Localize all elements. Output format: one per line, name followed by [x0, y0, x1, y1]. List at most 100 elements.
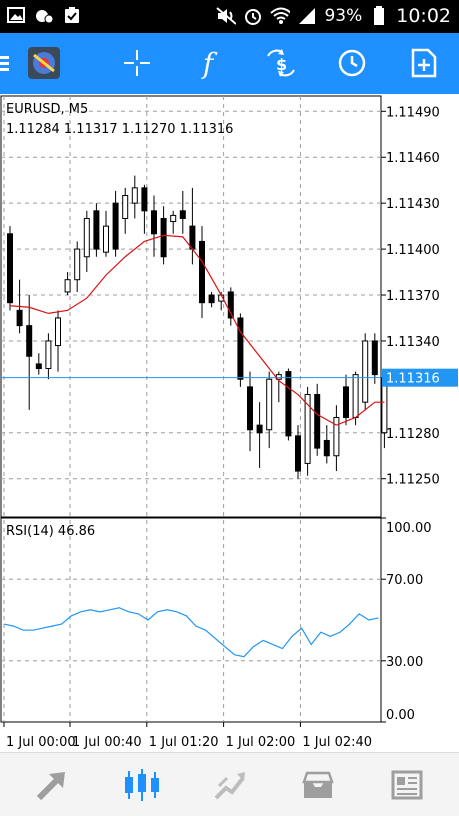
rsi-label: RSI(14) 46.86: [6, 524, 95, 539]
candle: [35, 353, 42, 375]
candle-body-bull: [55, 317, 61, 347]
candle-body-bear: [247, 386, 253, 431]
ohlc-label: 1.11284 1.11317 1.11270 1.11316: [6, 122, 233, 137]
axes: 1.11490 1.11460 1.11430 1.11400 1.11370 1.113…: [3, 105, 458, 750]
candle: [55, 310, 61, 372]
candle-body-bull: [362, 340, 369, 403]
candle: [131, 175, 138, 219]
candle-body-bear: [35, 363, 42, 370]
bottom-nav: [0, 752, 459, 816]
rsi-tick-label: 100.00: [386, 521, 432, 536]
candle-body-bear: [237, 317, 244, 380]
candle-body-bull: [83, 217, 90, 258]
candle-body-bear: [16, 309, 23, 327]
candle: [45, 333, 52, 380]
history-icon[interactable]: [210, 765, 250, 805]
candle-body-bear: [343, 386, 349, 418]
candle: [189, 187, 196, 265]
candle: [275, 371, 282, 403]
news-icon[interactable]: [386, 765, 426, 805]
mute-icon: [216, 7, 237, 25]
menu-icon[interactable]: [0, 41, 18, 85]
candle-body-bear: [189, 225, 196, 250]
candle-body-bull: [103, 225, 109, 253]
candle-body-bear: [323, 439, 330, 457]
symbol-label: EURUSD, M5: [6, 102, 88, 117]
candle-body-bear: [93, 210, 100, 250]
rsi-tick-label: 30.00: [386, 655, 423, 670]
candle: [199, 226, 205, 318]
rsi-tick-label: 70.00: [386, 573, 423, 588]
candle-body-bull: [352, 374, 359, 418]
candle-body-bull: [170, 214, 177, 223]
candle-body-bull: [131, 187, 138, 204]
price-candles: [1, 175, 388, 479]
candle: [208, 291, 215, 308]
candle-body-bull: [122, 195, 129, 219]
candle: [26, 295, 33, 410]
candle: [74, 241, 81, 292]
candle-body-bear: [208, 294, 215, 304]
time-label: 1 Jul 00:40: [72, 735, 142, 750]
timeframe-icon[interactable]: [330, 41, 374, 85]
grid: [0, 95, 382, 723]
svg-text:$: $: [276, 55, 287, 74]
candle: [371, 333, 378, 384]
candle: [333, 405, 340, 472]
time-label: 1 Jul 02:40: [302, 735, 372, 750]
clipboard-icon: [62, 6, 82, 24]
gallery-icon: [6, 6, 26, 24]
candle: [237, 313, 244, 387]
moving-average-line: [9, 234, 385, 426]
candle: [247, 371, 253, 452]
price-tick-label: 1.11280: [386, 427, 440, 442]
candle: [343, 374, 349, 426]
candle-body-bear: [112, 202, 119, 250]
indicators-glyph: f: [202, 46, 214, 80]
price-tick-label: 1.11460: [386, 151, 440, 166]
candle-body-bull: [45, 340, 52, 370]
signal-icon: [297, 7, 317, 25]
new-order-icon[interactable]: [402, 41, 446, 85]
rsi-pane-border: [0, 517, 382, 723]
chart-icon[interactable]: [122, 765, 162, 805]
chart-svg[interactable]: 1.11490 1.11460 1.11430 1.11400 1.11370 1.113…: [0, 94, 459, 752]
candle-body-bull: [333, 416, 340, 457]
symbols-icon[interactable]: $: [259, 41, 303, 85]
price-pane-border: [0, 95, 382, 518]
app-logo-icon[interactable]: [22, 41, 66, 85]
candle-body-bear: [256, 424, 263, 434]
candle-body-bull: [74, 248, 81, 281]
price-tick-label: 1.11370: [386, 289, 440, 304]
candle-body-bear: [199, 240, 205, 304]
indicators-icon[interactable]: f: [186, 41, 230, 85]
candle-body-bull: [64, 279, 71, 293]
trade-icon[interactable]: [32, 765, 72, 805]
candle: [93, 203, 100, 257]
time-label: 1 Jul 01:20: [149, 735, 219, 750]
candle-body-bear: [26, 325, 33, 357]
clock: 10:02: [396, 5, 451, 27]
price-tick-label: 1.11340: [386, 335, 440, 350]
price-tick-label: 1.11490: [386, 105, 440, 120]
wifi-icon: [270, 7, 291, 25]
current-price-label: 1.11316: [386, 372, 440, 387]
moving-average: [9, 234, 385, 426]
inbox-icon[interactable]: [298, 765, 338, 805]
candle-body-bear: [314, 394, 321, 449]
rsi-series: [3, 607, 379, 658]
battery-icon: [369, 6, 389, 25]
candle: [64, 272, 71, 296]
android-debug-icon: [34, 6, 54, 24]
battery-percent: 93%: [324, 6, 363, 26]
candle-body-bear: [285, 371, 292, 437]
candle-body-bear: [7, 233, 13, 304]
candle: [103, 210, 109, 257]
candle-body-bear: [141, 187, 148, 212]
candle: [304, 386, 311, 476]
candle-body-bear: [151, 210, 157, 235]
crosshair-icon[interactable]: [115, 41, 159, 85]
chart-area[interactable]: 1.11490 1.11460 1.11430 1.11400 1.11370 1.113…: [0, 94, 459, 752]
candle-body-bear: [179, 210, 186, 219]
candle: [170, 210, 177, 234]
